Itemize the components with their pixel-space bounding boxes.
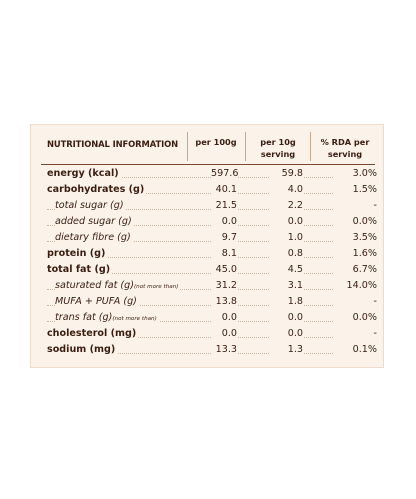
table-row: trans fat (g)(not more than) 0.0 0.0 0.0… — [47, 310, 377, 327]
nutrient-name: total fat (g) — [47, 262, 113, 278]
header-per-serving-line2: serving — [260, 149, 296, 159]
column-divider — [245, 132, 246, 161]
nutrient-note: (not more than) — [112, 316, 157, 322]
value-rda: 0.0% — [333, 214, 377, 230]
value-per-serving: 0.0 — [269, 310, 303, 326]
value-rda: - — [333, 294, 377, 310]
value-rda: 14.0% — [333, 278, 377, 294]
value-per-serving: 0.0 — [269, 326, 303, 342]
value-per-serving: 59.8 — [269, 166, 303, 182]
table-row: total sugar (g) 21.5 2.2 - — [47, 198, 377, 214]
table-row: cholesterol (mg) 0.0 0.0 - — [47, 326, 377, 342]
table-row: dietary fibre (g) 9.7 1.0 3.5% — [47, 230, 377, 246]
value-rda: 1.6% — [333, 246, 377, 262]
value-per-serving: 1.0 — [269, 230, 303, 246]
value-per-serving: 4.0 — [269, 182, 303, 198]
value-per-100g: 40.1 — [211, 182, 237, 198]
header-rda-line1: % RDA per — [320, 137, 370, 147]
value-per-100g: 13.3 — [211, 342, 237, 358]
nutrient-name: dietary fibre (g) — [55, 230, 133, 246]
nutrient-name: saturated fat (g)(not more than) — [55, 278, 181, 295]
nutrition-label: NUTRITIONAL INFORMATION per 100g per 10g… — [30, 124, 384, 368]
nutrient-name: cholesterol (mg) — [47, 326, 139, 342]
table-row: saturated fat (g)(not more than) 31.2 3.… — [47, 278, 377, 295]
header-per-serving: per 10g serving — [249, 136, 307, 168]
table-row: sodium (mg) 13.3 1.3 0.1% — [47, 342, 377, 358]
nutrient-name: trans fat (g)(not more than) — [55, 310, 159, 327]
value-per-100g: 13.8 — [211, 294, 237, 310]
value-rda: - — [333, 198, 377, 214]
value-rda: - — [333, 326, 377, 342]
header-per-100g-label: per 100g — [195, 137, 237, 147]
value-per-100g: 21.5 — [211, 198, 237, 214]
table-row: energy (kcal) 597.6 59.8 3.0% — [47, 166, 377, 182]
value-rda: 0.0% — [333, 310, 377, 326]
header-rda-line2: serving — [327, 149, 363, 159]
table-row: total fat (g) 45.0 4.5 6.7% — [47, 262, 377, 278]
nutrient-name: total sugar (g) — [55, 198, 126, 214]
value-per-100g: 0.0 — [211, 310, 237, 326]
nutrient-name: MUFA + PUFA (g) — [55, 294, 139, 310]
header-per-100g: per 100g — [191, 136, 241, 168]
value-per-100g: 0.0 — [211, 214, 237, 230]
header-rda: % RDA per serving — [313, 136, 377, 168]
value-per-serving: 1.3 — [269, 342, 303, 358]
value-per-serving: 0.8 — [269, 246, 303, 262]
table-title: NUTRITIONAL INFORMATION — [47, 139, 179, 149]
column-divider — [187, 132, 188, 161]
value-per-serving: 4.5 — [269, 262, 303, 278]
value-per-100g: 31.2 — [211, 278, 237, 294]
value-rda: 3.0% — [333, 166, 377, 182]
table-row: MUFA + PUFA (g) 13.8 1.8 - — [47, 294, 377, 310]
value-per-100g: 45.0 — [211, 262, 237, 278]
table-row: protein (g) 8.1 0.8 1.6% — [47, 246, 377, 262]
header-divider — [41, 164, 375, 165]
value-per-100g: 8.1 — [211, 246, 237, 262]
header-per-serving-line1: per 10g — [260, 137, 296, 147]
value-per-100g: 9.7 — [211, 230, 237, 246]
table-row: carbohydrates (g) 40.1 4.0 1.5% — [47, 182, 377, 198]
value-rda: 1.5% — [333, 182, 377, 198]
value-rda: 3.5% — [333, 230, 377, 246]
nutrient-name: protein (g) — [47, 246, 108, 262]
nutrient-name: carbohydrates (g) — [47, 182, 147, 198]
value-per-100g: 0.0 — [211, 326, 237, 342]
value-per-serving: 0.0 — [269, 214, 303, 230]
nutrient-name: sodium (mg) — [47, 342, 118, 358]
value-per-serving: 2.2 — [269, 198, 303, 214]
value-per-serving: 3.1 — [269, 278, 303, 294]
nutrient-note: (not more than) — [134, 284, 179, 290]
value-rda: 0.1% — [333, 342, 377, 358]
value-per-serving: 1.8 — [269, 294, 303, 310]
value-rda: 6.7% — [333, 262, 377, 278]
nutrient-name: energy (kcal) — [47, 166, 121, 182]
column-divider — [310, 132, 311, 161]
value-per-100g: 597.6 — [211, 166, 238, 182]
table-row: added sugar (g) 0.0 0.0 0.0% — [47, 214, 377, 230]
nutrient-name: added sugar (g) — [55, 214, 134, 230]
